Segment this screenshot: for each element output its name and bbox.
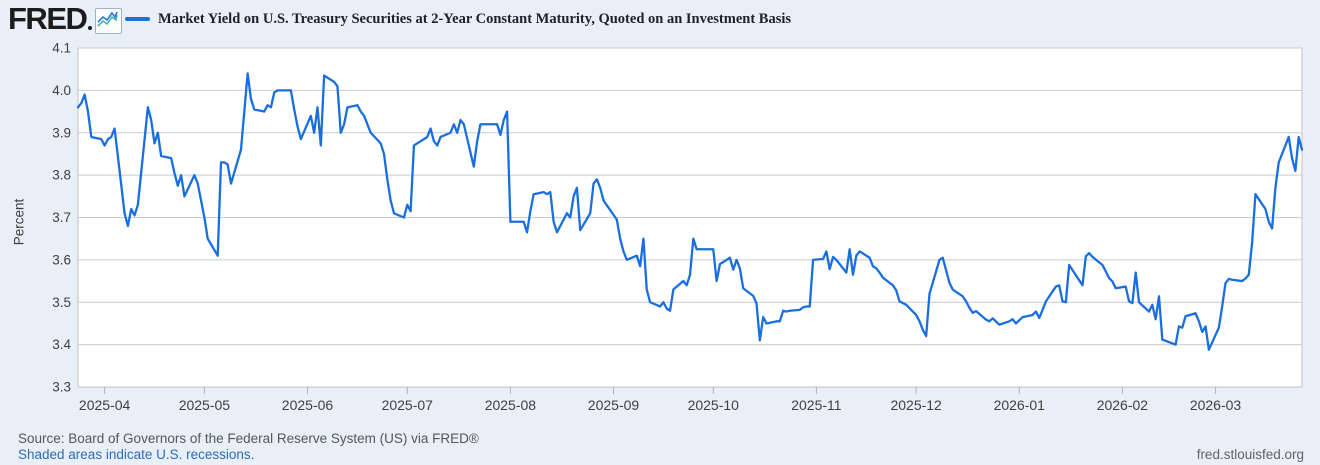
x-tick-label: 2025-09	[588, 397, 640, 413]
y-tick-label: 3.9	[52, 125, 71, 140]
x-tick-label: 2025-08	[485, 397, 537, 413]
fred-logo-chart-icon	[95, 8, 122, 34]
x-tick-label: 2025-10	[688, 397, 740, 413]
recession-note-link[interactable]: Shaded areas indicate U.S. recessions.	[18, 447, 255, 462]
site-url: fred.stlouisfed.org	[1196, 447, 1304, 462]
x-tick-label: 2026-02	[1097, 397, 1149, 413]
x-tick-label: 2025-07	[382, 397, 434, 413]
source-text: Source: Board of Governors of the Federa…	[18, 431, 479, 446]
y-tick-label: 4.1	[52, 41, 71, 56]
y-tick-label: 4.0	[52, 83, 71, 98]
x-tick-label: 2026-03	[1190, 397, 1242, 413]
y-tick-label: 3.5	[52, 295, 71, 310]
y-axis-title: Percent	[11, 198, 27, 246]
x-tick-label: 2025-11	[791, 397, 842, 413]
y-tick-label: 3.3	[52, 380, 71, 395]
logo-registered-mark-icon	[88, 26, 92, 30]
series-legend-title: Market Yield on U.S. Treasury Securities…	[158, 11, 792, 27]
x-tick-label: 2025-04	[79, 397, 131, 413]
y-tick-label: 3.4	[52, 337, 71, 352]
x-tick-label: 2026-01	[994, 397, 1046, 413]
y-tick-label: 3.6	[52, 252, 71, 267]
fred-logo[interactable]: FRED	[8, 1, 88, 36]
y-tick-label: 3.8	[52, 168, 71, 183]
series-line	[76, 72, 1304, 351]
x-tick-label: 2025-06	[282, 397, 334, 413]
chart-header: FRED Market Yield on U.S. Treasury Secur…	[0, 0, 1320, 40]
y-tick-label: 3.7	[52, 210, 71, 225]
x-tick-label: 2025-05	[179, 397, 231, 413]
series-legend-swatch	[125, 17, 150, 21]
x-tick-label: 2025-12	[890, 397, 942, 413]
